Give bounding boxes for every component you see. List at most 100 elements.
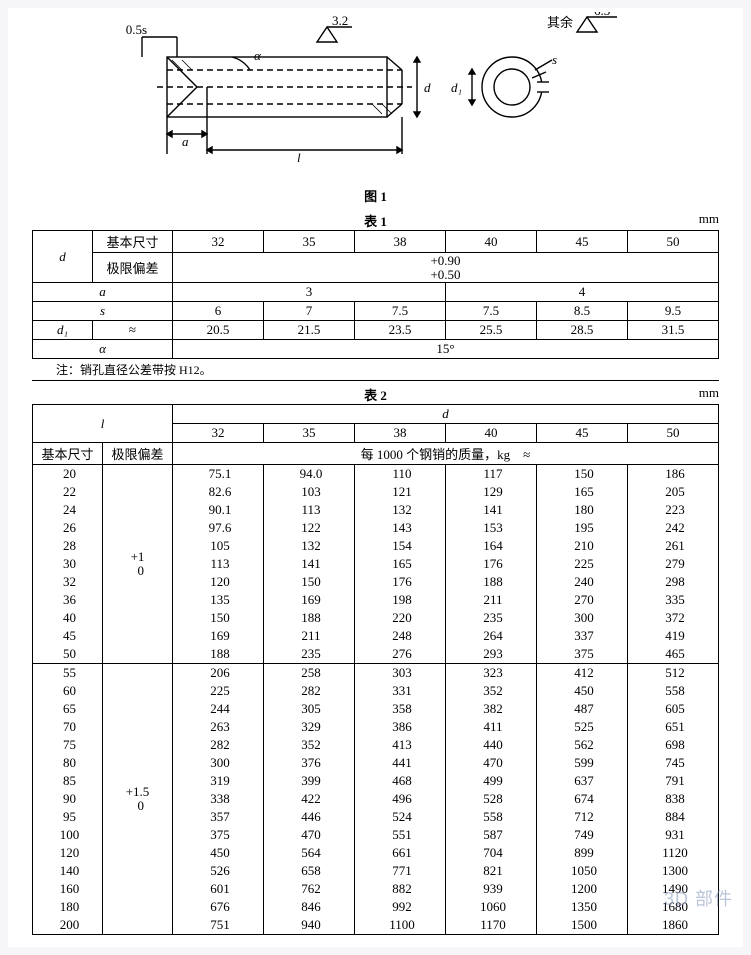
t2-mass-value: 186 [628, 465, 719, 483]
t2-mass-value: 791 [628, 772, 719, 790]
t2-mass-value: 882 [355, 880, 446, 898]
t2-l-value: 100 [33, 826, 103, 844]
table-2-body: 20+1 075.194.01101171501862282.610312112… [32, 465, 719, 935]
t2-mass-value: 419 [628, 627, 719, 645]
t2-l-value: 65 [33, 700, 103, 718]
t2-l-value: 90 [33, 790, 103, 808]
t2-mass-value: 661 [355, 844, 446, 862]
t2-mass-value: 331 [355, 682, 446, 700]
t2-mass-value: 188 [264, 609, 355, 627]
t2-mass-value: 470 [264, 826, 355, 844]
t2-mass-value: 821 [446, 862, 537, 880]
t2-mass-value: 1200 [537, 880, 628, 898]
t2-mass-value: 704 [446, 844, 537, 862]
figure-svg: 0.5s α 3.2 d a l d₁ s 其余 6.3 [32, 12, 732, 182]
t2-mass-value: 499 [446, 772, 537, 790]
t2-mass-value: 496 [355, 790, 446, 808]
t2-mass-value: 337 [537, 627, 628, 645]
t2-mass-value: 372 [628, 609, 719, 627]
t2-l-value: 85 [33, 772, 103, 790]
t2-mass-value: 1060 [446, 898, 537, 916]
t2-l-value: 30 [33, 555, 103, 573]
t2-mass-value: 154 [355, 537, 446, 555]
t2-mass-value: 244 [173, 700, 264, 718]
t2-mass-value: 335 [628, 591, 719, 609]
t2-l-value: 160 [33, 880, 103, 898]
t2-mass-value: 762 [264, 880, 355, 898]
t2-l-label: l [33, 405, 173, 443]
t2-l-value: 32 [33, 573, 103, 591]
t2-l-value: 45 [33, 627, 103, 645]
t1-a-label: a [33, 283, 173, 302]
t2-mass-value: 235 [264, 645, 355, 664]
t2-mass-value: 188 [446, 573, 537, 591]
t2-mass-value: 745 [628, 754, 719, 772]
dim-half-s: 0.5s [126, 22, 147, 37]
t2-mass-value: 164 [446, 537, 537, 555]
table2-unit: mm [699, 385, 719, 401]
t1-d-45: 45 [537, 231, 628, 253]
t2-mass-value: 465 [628, 645, 719, 664]
t2-mass-value: 564 [264, 844, 355, 862]
t2-l-value: 26 [33, 519, 103, 537]
t2-mass-value: 105 [173, 537, 264, 555]
t2-mass-value: 258 [264, 664, 355, 683]
t2-mass-value: 235 [446, 609, 537, 627]
t2-l-value: 28 [33, 537, 103, 555]
t2-l-value: 36 [33, 591, 103, 609]
table1-title: 表 1 [364, 211, 387, 230]
t2-mass-value: 749 [537, 826, 628, 844]
t2-mass-value: 1500 [537, 916, 628, 935]
t2-l-value: 50 [33, 645, 103, 664]
t1-d-label: d [33, 231, 93, 283]
t2-mass-value: 270 [537, 591, 628, 609]
dim-d: d [424, 80, 431, 95]
t2-mass-value: 264 [446, 627, 537, 645]
t2-mass-value: 169 [173, 627, 264, 645]
t2-mass-value: 248 [355, 627, 446, 645]
t2-mass-value: 637 [537, 772, 628, 790]
t2-mass-value: 75.1 [173, 465, 264, 483]
t2-l-value: 22 [33, 483, 103, 501]
t2-mass-value: 676 [173, 898, 264, 916]
t2-mass-value: 110 [355, 465, 446, 483]
t2-mass-value: 210 [537, 537, 628, 555]
t2-mass-value: 176 [446, 555, 537, 573]
t2-mass-value: 440 [446, 736, 537, 754]
t2-l-value: 40 [33, 609, 103, 627]
t2-mass-value: 651 [628, 718, 719, 736]
t2-mass-value: 899 [537, 844, 628, 862]
t2-mass-value: 94.0 [264, 465, 355, 483]
t2-mass-value: 117 [446, 465, 537, 483]
t2-l-value: 55 [33, 664, 103, 683]
t2-mass-value: 528 [446, 790, 537, 808]
t2-l-value: 70 [33, 718, 103, 736]
t2-tol-label: 极限偏差 [103, 443, 173, 465]
t2-l-value: 60 [33, 682, 103, 700]
t2-mass-value: 562 [537, 736, 628, 754]
t2-mass-value: 120 [173, 573, 264, 591]
t2-mass-value: 143 [355, 519, 446, 537]
dim-alpha: α [254, 48, 262, 63]
fig-topright-label: 其余 [547, 15, 573, 30]
t2-mass-value: 300 [173, 754, 264, 772]
t2-mass-value: 132 [355, 501, 446, 519]
t1-d-35: 35 [264, 231, 355, 253]
t2-mass-value: 992 [355, 898, 446, 916]
t2-mass-value: 279 [628, 555, 719, 573]
t2-mass-value: 658 [264, 862, 355, 880]
t1-a-4: 4 [446, 283, 719, 302]
t2-mass-value: 939 [446, 880, 537, 898]
t2-l-value: 200 [33, 916, 103, 935]
t2-mass-value: 150 [537, 465, 628, 483]
t2-mass-value: 411 [446, 718, 537, 736]
t2-mass-value: 132 [264, 537, 355, 555]
t2-mass-value: 470 [446, 754, 537, 772]
t2-mass-value: 338 [173, 790, 264, 808]
table-1: d 基本尺寸 32 35 38 40 45 50 极限偏差 +0.90+0.50… [32, 230, 719, 359]
t1-tol-label: 极限偏差 [93, 253, 173, 283]
t2-mass-value: 165 [355, 555, 446, 573]
t1-basic-label: 基本尺寸 [93, 231, 173, 253]
t2-mass-value: 846 [264, 898, 355, 916]
t2-mass-value: 220 [355, 609, 446, 627]
